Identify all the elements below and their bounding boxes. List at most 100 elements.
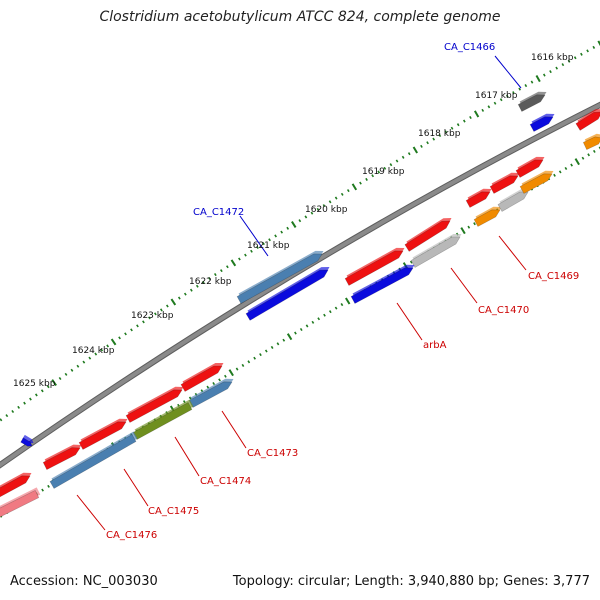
minor-tick [250,249,253,253]
leader-line [396,302,423,341]
minor-tick [207,276,211,280]
minor-tick [189,288,193,292]
minor-tick [41,488,44,492]
gene-red-edge [575,109,600,131]
minor-tick [334,196,338,200]
minor-tick [299,327,303,332]
minor-tick [183,292,187,296]
minor-tick [581,156,585,160]
gene-c1468a-body [465,191,491,208]
gene-red-edge-body [575,111,600,131]
gene-ca-c1469 [473,206,502,227]
gene-c1472b [245,267,330,321]
minor-tick [322,204,326,208]
minor-tick [469,115,472,120]
minor-tick [256,245,259,249]
minor-tick [201,280,205,284]
major-tick [345,297,351,305]
minor-tick [11,409,15,414]
minor-tick [395,159,399,163]
minor-tick [100,348,104,352]
minor-tick [467,225,471,229]
minor-tick [136,324,139,328]
minor-tick [286,226,290,230]
minor-tick [311,320,315,324]
major-tick [535,75,541,83]
major-tick [170,298,177,306]
gene-label-ca-c1476: CA_C1476 [106,530,157,541]
major-tick [51,379,57,387]
minor-tick [213,273,217,277]
minor-tick [238,257,241,261]
minor-tick [438,133,442,138]
minor-tick [29,397,32,401]
gene-ca-c1475 [49,431,138,489]
leader-line [239,215,269,257]
minor-tick [34,393,38,397]
minor-tick [244,253,247,257]
gene-ca-c1472 [236,250,324,304]
minor-tick [558,170,562,174]
minor-tick [567,59,571,63]
minor-tick [328,200,332,204]
minor-tick [5,414,9,418]
kbp-label: 1616 kbp [531,53,574,63]
major-tick [473,110,480,118]
gene-small-blue-top [22,434,34,444]
major-tick [597,40,600,47]
gene-features [0,91,600,518]
gene-c1469c-body [519,173,553,194]
minor-tick [518,87,521,91]
minor-tick [94,352,98,356]
kbp-label: 1624 kbp [72,346,115,356]
minor-tick [58,376,62,381]
minor-tick [82,360,86,364]
minor-tick [377,170,381,174]
gene-label-ca-c1475: CA_C1475 [148,506,199,517]
major-tick [228,369,234,377]
minor-tick [47,484,50,488]
minor-tick [241,363,245,367]
minor-tick [268,238,271,242]
minor-tick [106,344,110,348]
minor-tick [188,396,192,400]
gene-label-ca-c1474: CA_C1474 [200,476,251,487]
gene-c1469c [519,170,554,194]
minor-tick [561,63,565,67]
minor-tick [553,173,556,177]
gene-ca-c1466b-body [529,116,554,132]
minor-tick [389,163,393,167]
gene-labels: CA_C1466 CA_C1472 CA_C1469 CA_C1470 arbA… [106,42,579,541]
leader-line [76,494,106,531]
minor-tick [130,328,133,332]
minor-tick [282,338,286,342]
genome-stats-label: Topology: circular; Length: 3,940,880 bp… [232,574,590,589]
minor-tick [118,336,121,340]
gene-label-arba: arbA [423,340,447,351]
minor-tick [542,73,546,77]
kbp-labels: 1616 kbp 1617 kbp 1618 kbp 1619 kbp 1620… [13,53,574,389]
minor-tick [573,56,577,60]
minor-tick [70,368,74,372]
minor-tick [310,211,314,215]
minor-tick [206,385,210,389]
gene-small-blue-body [20,437,33,447]
gene-ca-c1472-body [236,253,323,304]
minor-tick [409,260,413,264]
minor-tick [0,418,3,422]
minor-tick [274,234,277,238]
minor-tick [444,130,448,134]
minor-tick [305,324,309,328]
minor-tick [592,149,596,153]
major-tick [460,227,466,235]
minor-tick [555,66,559,70]
gene-label-ca-c1466: CA_C1466 [444,42,495,53]
gene-arba-body [350,267,414,304]
major-tick [351,183,358,191]
gene-c1471b [404,218,452,252]
minor-tick [586,49,589,53]
minor-tick [76,364,80,368]
minor-tick [317,317,321,321]
gene-c1473a [180,363,224,392]
minor-tick [23,401,26,405]
